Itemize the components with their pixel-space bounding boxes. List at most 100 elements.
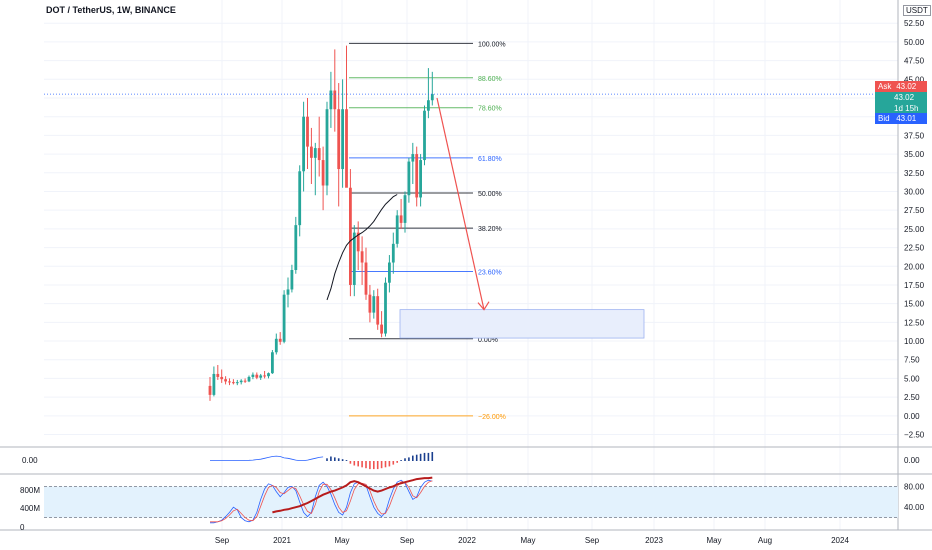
y-tick-label: 35.00: [904, 150, 925, 159]
macd-bar: [357, 461, 359, 467]
y-tick-label: 22.50: [904, 244, 925, 253]
macd-bar: [361, 461, 363, 468]
x-tick-label: Aug: [758, 536, 772, 545]
macd-bar: [408, 457, 410, 461]
ask-badge: Ask 43.02: [875, 81, 927, 92]
candle-body: [423, 110, 426, 161]
macd-left-label: 0.00: [22, 456, 38, 465]
candle-body: [235, 382, 239, 384]
macd-bar: [419, 453, 422, 461]
candle-body: [220, 376, 224, 380]
candle-body: [364, 262, 368, 295]
macd-bar: [423, 452, 426, 461]
candle-body: [349, 187, 352, 285]
candle-body: [294, 225, 298, 270]
candle-body: [430, 94, 434, 101]
candle-body: [403, 195, 407, 223]
countdown-value: 1d 15h: [894, 104, 919, 113]
macd-bar: [341, 459, 344, 461]
fib-level-label: 38.20%: [478, 226, 502, 233]
arrow-head: [477, 301, 490, 311]
macd-bar: [415, 454, 418, 461]
fib-level-label: 0.00%: [478, 337, 498, 344]
stoch-left-tick: 400M: [20, 504, 40, 513]
candle-body: [216, 373, 220, 377]
macd-bar: [384, 461, 387, 468]
candle-body: [341, 109, 344, 170]
moving-average: [326, 194, 398, 301]
fib-level-label: 50.00%: [478, 191, 502, 198]
candle-body: [212, 373, 216, 395]
y-tick-label: 50.00: [904, 38, 925, 47]
ma-line: [326, 194, 398, 301]
candle-body: [333, 90, 337, 110]
fib-level-label: 88.60%: [478, 76, 502, 83]
candle-body: [427, 100, 430, 111]
candle-body: [321, 160, 325, 186]
ask-label: Ask: [878, 82, 892, 91]
fib-level-label: 23.60%: [478, 269, 502, 276]
macd-bar: [427, 452, 430, 461]
fib-level-label: 100.00%: [478, 41, 506, 48]
y-tick-label: 7.50: [904, 356, 920, 365]
y-tick-label: 47.50: [904, 57, 925, 66]
y-tick-label: 52.50: [904, 19, 925, 28]
macd-right-label: 0.00: [904, 456, 920, 465]
candle-body: [278, 338, 282, 342]
fib-level-label: −26.00%: [478, 414, 506, 421]
x-tick-label: 2022: [458, 536, 476, 545]
candle-body: [317, 148, 321, 161]
grid: [44, 0, 898, 530]
fib-level-label: 78.60%: [478, 106, 502, 113]
y-tick-label: 20.00: [904, 262, 925, 271]
candle-body: [247, 376, 251, 382]
macd-bar: [400, 460, 402, 461]
macd-bar: [380, 461, 383, 469]
stoch-left-tick: 800M: [20, 486, 40, 495]
macd-bar: [330, 456, 332, 461]
candle-body: [232, 382, 235, 384]
y-tick-label: −2.50: [904, 431, 925, 440]
x-tick-label: 2023: [645, 536, 663, 545]
macd-bar: [396, 461, 398, 463]
stochastic-pane: 800M 400M 0 80.00 40.00: [20, 476, 925, 532]
macd-bar: [369, 461, 371, 470]
y-tick-label: 5.00: [904, 374, 920, 383]
currency-button[interactable]: USDT: [903, 5, 931, 16]
macd-bar: [353, 461, 356, 466]
fib-level-label: 61.80%: [478, 156, 502, 163]
macd-pane: 0.00 0.00: [22, 452, 920, 470]
macd-bar: [404, 458, 406, 461]
candle-body: [337, 109, 341, 170]
last-price-badge: 43.02 1d 15h: [875, 92, 927, 113]
chart-title: DOT / TetherUS, 1W, BINANCE: [46, 5, 176, 15]
candle-body: [395, 215, 399, 244]
macd-bar: [345, 460, 348, 461]
stoch-band: [44, 486, 898, 518]
candle-body: [313, 148, 317, 158]
candle-body: [329, 90, 333, 110]
macd-bar: [376, 461, 379, 470]
candle-body: [415, 154, 419, 198]
y-tick-label: 0.00: [904, 412, 920, 421]
x-tick-label: May: [334, 536, 349, 545]
candle-body: [208, 385, 212, 395]
macd-bar: [431, 452, 434, 461]
candle-body: [310, 146, 313, 158]
x-tick-label: May: [706, 536, 721, 545]
candle-body: [399, 215, 403, 223]
candle-body: [259, 375, 263, 378]
candle-body: [271, 352, 274, 374]
y-tick-label: 32.50: [904, 169, 925, 178]
last-price-value: 43.02: [894, 93, 915, 102]
x-tick-label: 2021: [273, 536, 291, 545]
y-tick-label: 30.00: [904, 187, 925, 196]
candle-body: [368, 294, 372, 313]
stoch-extra-line: [272, 476, 433, 514]
candle-body: [325, 109, 329, 186]
projection-arrow: [436, 97, 490, 311]
candle-body: [388, 262, 391, 283]
candle-body: [306, 116, 309, 147]
